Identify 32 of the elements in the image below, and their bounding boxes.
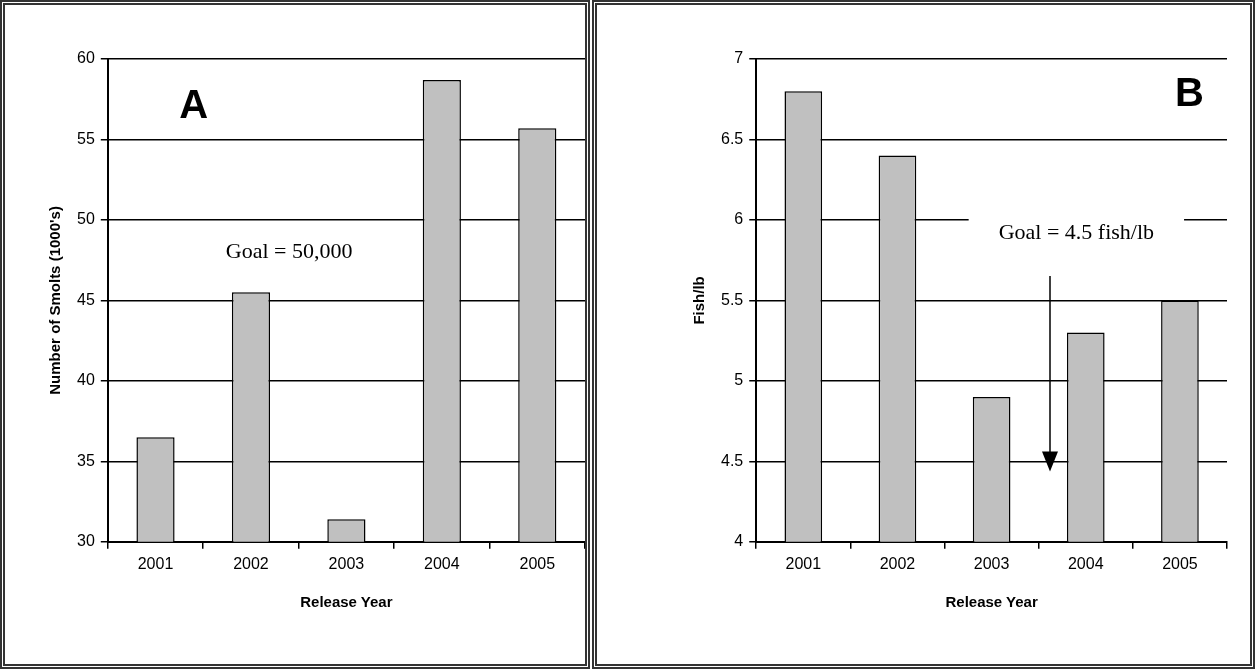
y-tick-label: 4.5 bbox=[720, 451, 744, 469]
x-axis-title: Release Year bbox=[300, 593, 393, 611]
y-axis-title: Number of Smolts (1000's) bbox=[46, 206, 64, 395]
y-tick-label: 55 bbox=[77, 129, 95, 147]
y-tick-label: 5 bbox=[734, 371, 744, 389]
y-tick-label: 7 bbox=[734, 49, 744, 67]
y-tick-label: 6.5 bbox=[720, 129, 744, 147]
y-axis-title: Fish/lb bbox=[690, 276, 708, 325]
x-tick-label: 2001 bbox=[137, 554, 174, 572]
x-tick-label: 2003 bbox=[973, 554, 1010, 572]
y-tick-label: 4 bbox=[734, 532, 744, 550]
y-tick-label: 30 bbox=[77, 532, 95, 550]
x-tick-label: 2004 bbox=[1067, 554, 1104, 572]
x-axis-title: Release Year bbox=[945, 593, 1038, 611]
annotation: Goal = 4.5 fish/lb bbox=[998, 218, 1155, 244]
y-tick-label: 50 bbox=[77, 210, 95, 228]
x-tick-label: 2002 bbox=[233, 554, 269, 572]
annotation: A bbox=[179, 82, 209, 127]
x-tick-label: 2005 bbox=[519, 554, 556, 572]
y-tick-label: 40 bbox=[77, 371, 95, 389]
x-tick-label: 2001 bbox=[785, 554, 822, 572]
annotation: Goal = 50,000 bbox=[225, 237, 353, 263]
x-tick-label: 2003 bbox=[328, 554, 365, 572]
annotation: B bbox=[1174, 70, 1204, 115]
y-tick-label: 45 bbox=[77, 290, 95, 308]
y-tick-label: 35 bbox=[77, 451, 95, 469]
y-tick-label: 60 bbox=[77, 49, 95, 67]
x-tick-label: 2002 bbox=[879, 554, 916, 572]
y-tick-label: 5.5 bbox=[720, 290, 744, 308]
x-tick-label: 2004 bbox=[424, 554, 460, 572]
y-tick-label: 6 bbox=[734, 210, 744, 228]
x-tick-label: 2005 bbox=[1162, 554, 1198, 572]
